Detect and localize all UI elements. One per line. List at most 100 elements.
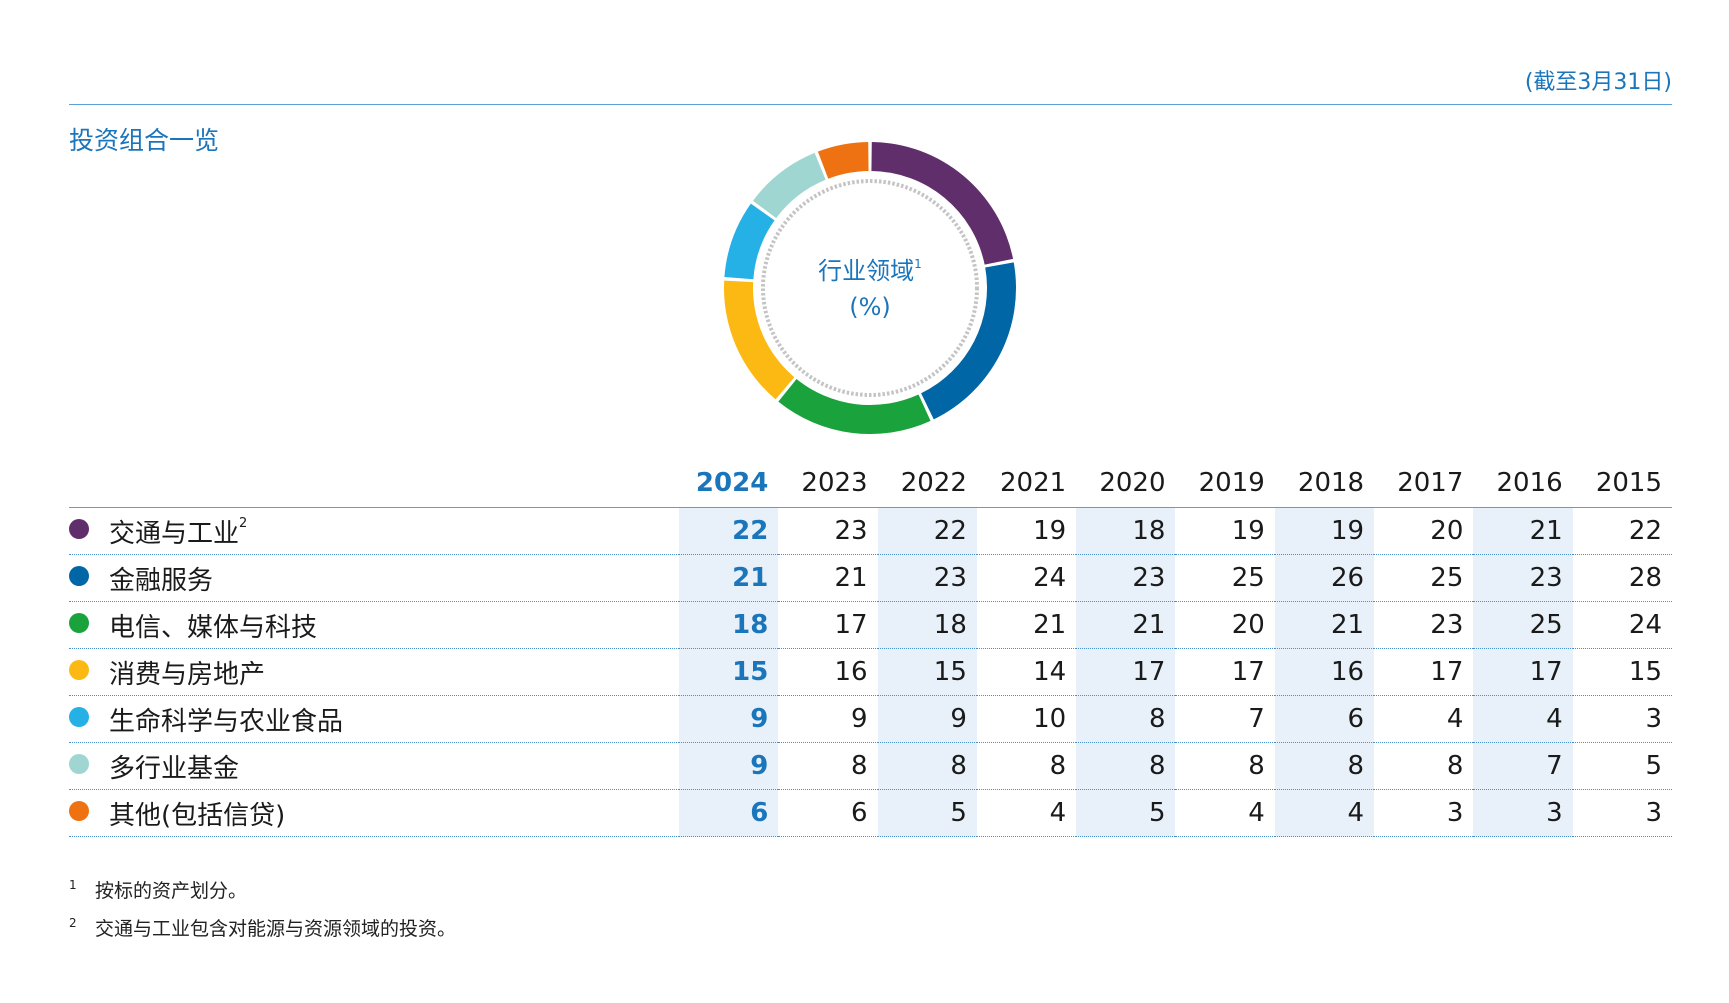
footnotes: 1 按标的资产划分。 2 交通与工业包含对能源与资源领域的投资。: [69, 872, 456, 948]
value-cell: 21: [778, 554, 878, 602]
value-cell: 9: [679, 695, 779, 743]
value-cell: 16: [778, 648, 878, 696]
value-cell: 23: [1473, 554, 1573, 602]
value-cell: 17: [1175, 648, 1275, 696]
year-header: 2021: [976, 458, 1077, 508]
donut-unit: (%): [849, 293, 891, 321]
value-cell: 10: [976, 695, 1077, 743]
table-row: 生命科学与农业食品 9 9 9 10 8 7 6 4 4 3: [69, 695, 1672, 743]
year-header: 2024: [679, 458, 779, 508]
value-cell: 21: [976, 601, 1077, 649]
as-of-date: (截至3月31日): [1524, 70, 1672, 95]
donut-slice: [778, 379, 931, 434]
value-cell: 3: [1374, 789, 1474, 837]
value-cell: 21: [679, 554, 779, 602]
year-header: 2023: [778, 458, 878, 508]
value-cell: 22: [877, 507, 977, 555]
value-cell: 21: [1473, 507, 1573, 555]
value-cell: 16: [1274, 648, 1375, 696]
portfolio-table: 2024 2023 2022 2021 2020 2019 2018 2017 2016 2015…: [69, 458, 1672, 837]
value-cell: 21: [1076, 601, 1176, 649]
value-cell: 8: [778, 742, 878, 790]
year-header: 2017: [1374, 458, 1474, 508]
donut-title: 行业领域: [818, 257, 915, 285]
value-cell: 3: [1473, 789, 1573, 837]
value-cell: 18: [679, 601, 779, 649]
value-cell: 23: [1076, 554, 1176, 602]
footnote-text: 按标的资产划分。: [95, 880, 248, 902]
donut-slice: [752, 152, 826, 219]
value-cell: 8: [1175, 742, 1275, 790]
value-cell: 5: [1076, 789, 1176, 837]
legend-dot-icon: [69, 754, 89, 774]
donut-title-note: 1: [914, 257, 922, 271]
table-body: 交通与工业2 22 23 22 19 18 19 19 20 21 22 金融服务 21 21 23 24 23…: [69, 507, 1672, 837]
value-cell: 3: [1572, 789, 1672, 837]
value-cell: 15: [877, 648, 977, 696]
value-cell: 19: [1274, 507, 1375, 555]
donut-slice: [871, 142, 1014, 265]
value-cell: 18: [877, 601, 977, 649]
table-row: 其他(包括信贷) 6 6 5 4 5 4 4 3 3 3: [69, 789, 1672, 837]
donut-slice: [724, 280, 795, 400]
category-cell: 交通与工业2: [69, 507, 679, 555]
table-row: 消费与房地产 15 16 15 14 17 17 16 17 17 15: [69, 648, 1672, 696]
value-cell: 24: [1572, 601, 1672, 649]
donut-center-label: 行业领域1 (%): [724, 246, 1016, 325]
value-cell: 4: [976, 789, 1077, 837]
table-row: 金融服务 21 21 23 24 23 25 26 25 23 28: [69, 554, 1672, 602]
value-cell: 8: [1076, 742, 1176, 790]
value-cell: 23: [877, 554, 977, 602]
category-label: 生命科学与农业食品: [109, 706, 344, 737]
legend-dot-icon: [69, 519, 89, 539]
value-cell: 7: [1473, 742, 1573, 790]
category-label: 消费与房地产: [109, 659, 266, 690]
value-cell: 28: [1572, 554, 1672, 602]
value-cell: 6: [778, 789, 878, 837]
value-cell: 8: [877, 742, 977, 790]
category-cell: 多行业基金: [69, 742, 679, 790]
value-cell: 23: [1374, 601, 1474, 649]
value-cell: 8: [1076, 695, 1176, 743]
value-cell: 17: [1076, 648, 1176, 696]
value-cell: 17: [1374, 648, 1474, 696]
value-cell: 4: [1175, 789, 1275, 837]
value-cell: 8: [1274, 742, 1375, 790]
year-header: 2015: [1572, 458, 1672, 508]
section-title: 投资组合一览: [69, 126, 220, 155]
year-header: 2016: [1473, 458, 1573, 508]
value-cell: 23: [778, 507, 878, 555]
legend-dot-icon: [69, 660, 89, 680]
footnote-mark: 1: [69, 878, 77, 892]
legend-dot-icon: [69, 801, 89, 821]
value-cell: 8: [1374, 742, 1474, 790]
footnote-text: 交通与工业包含对能源与资源领域的投资。: [95, 918, 457, 940]
category-label: 多行业基金: [109, 753, 240, 784]
value-cell: 26: [1274, 554, 1375, 602]
value-cell: 3: [1572, 695, 1672, 743]
category-cell: 消费与房地产: [69, 648, 679, 696]
category-label: 金融服务: [109, 565, 214, 596]
value-cell: 14: [976, 648, 1077, 696]
value-cell: 9: [778, 695, 878, 743]
value-cell: 22: [679, 507, 779, 555]
year-header: 2019: [1175, 458, 1275, 508]
top-divider: [69, 104, 1672, 105]
value-cell: 4: [1374, 695, 1474, 743]
value-cell: 4: [1473, 695, 1573, 743]
donut-slice: [817, 142, 869, 179]
value-cell: 17: [1473, 648, 1573, 696]
value-cell: 17: [778, 601, 878, 649]
value-cell: 22: [1572, 507, 1672, 555]
value-cell: 5: [877, 789, 977, 837]
value-cell: 4: [1274, 789, 1375, 837]
year-header-row: 2024 2023 2022 2021 2020 2019 2018 2017 2016 2015: [69, 458, 1672, 508]
value-cell: 24: [976, 554, 1077, 602]
table-row: 多行业基金 9 8 8 8 8 8 8 8 7 5: [69, 742, 1672, 790]
value-cell: 25: [1175, 554, 1275, 602]
value-cell: 15: [679, 648, 779, 696]
donut-slice: [724, 203, 775, 280]
value-cell: 19: [976, 507, 1077, 555]
value-cell: 6: [679, 789, 779, 837]
category-label: 电信、媒体与科技: [109, 612, 318, 643]
